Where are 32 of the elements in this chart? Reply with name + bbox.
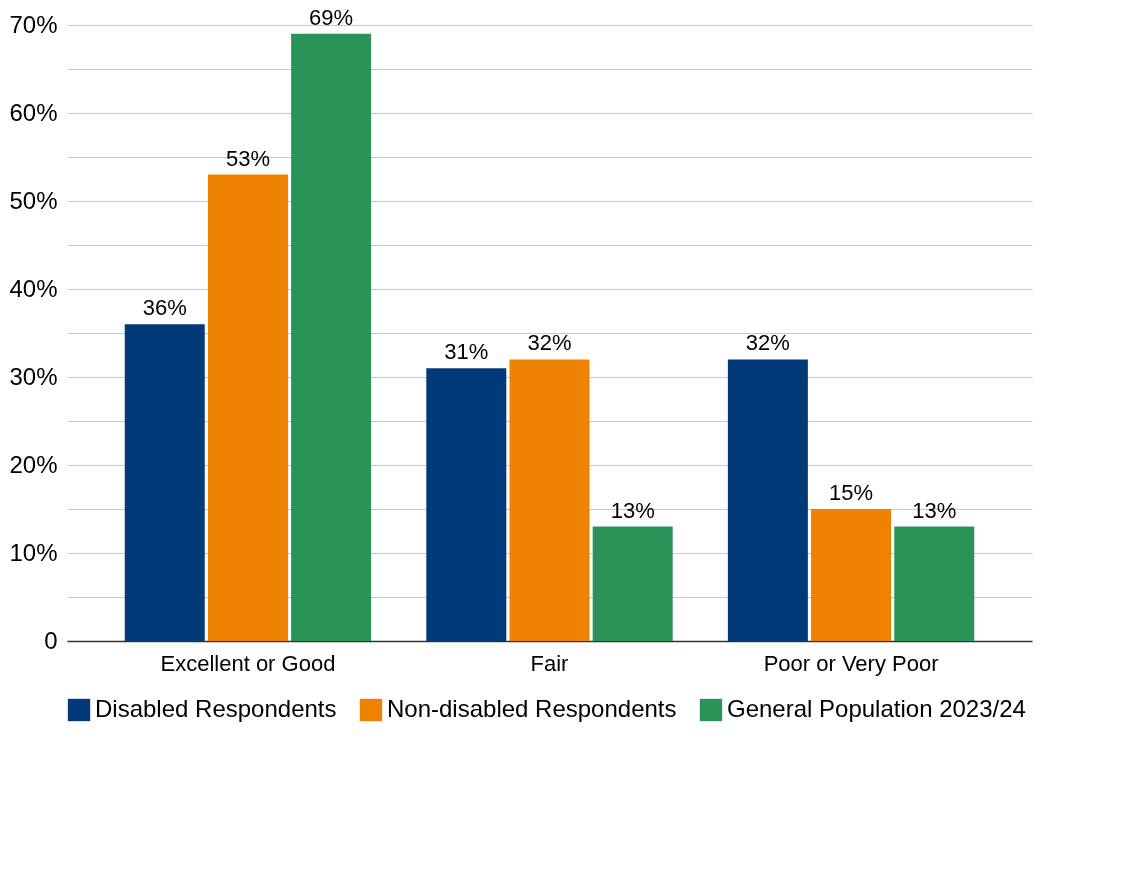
data-label: 36% [142,295,187,321]
data-label: 32% [527,330,572,356]
y-tick-label: 10% [9,538,58,566]
bar [894,526,975,641]
bar [509,359,590,641]
data-label: 69% [309,4,354,30]
bar [811,509,892,641]
y-tick-label: 60% [9,98,58,126]
bar [727,359,808,641]
y-tick-label: 0 [44,626,58,654]
data-label: 15% [829,480,874,505]
x-tick-label: Poor or Very Poor [763,650,939,676]
legend-label: Non-disabled Respondents [387,695,677,722]
y-tick-label: 30% [9,362,58,390]
data-label: 13% [912,497,957,523]
x-tick-label: Excellent or Good [160,650,336,676]
y-tick-label: 50% [9,186,58,214]
bar [426,368,507,641]
data-label: 13% [610,497,655,523]
y-tick-label: 20% [9,450,58,478]
data-label: 32% [745,330,790,356]
y-tick-label: 70% [9,10,58,38]
legend-label: General Population 2023/24 [727,695,1026,722]
y-tick-label: 40% [9,274,58,302]
x-tick-label: Fair [530,650,569,676]
data-label: 31% [444,339,489,365]
data-label: 53% [225,145,270,171]
bar [291,33,372,641]
legend-label: Disabled Respondents [95,695,337,722]
bar [207,174,288,641]
bar [124,324,205,641]
bar [592,526,673,641]
